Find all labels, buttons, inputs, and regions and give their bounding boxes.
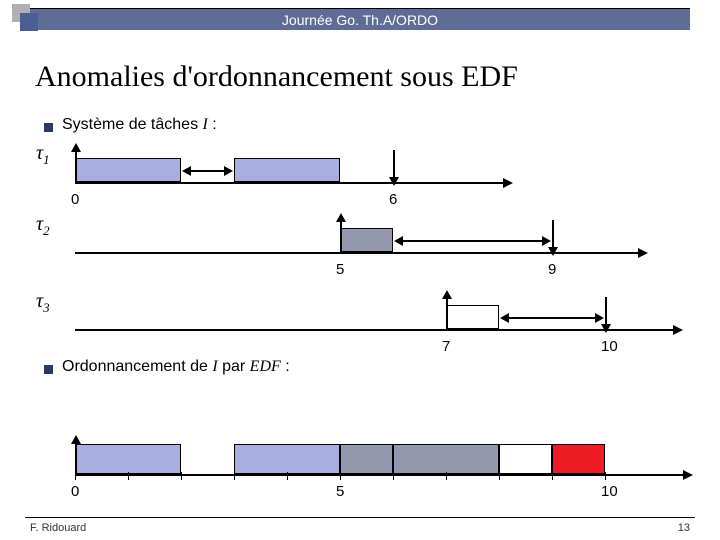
timeline-tau1: 06 [75, 148, 655, 188]
slide-title: Anomalies d'ordonnancement sous EDF [35, 60, 518, 94]
axis [75, 329, 675, 331]
task-bar [234, 444, 340, 474]
tick [128, 472, 129, 480]
header-bar: Journée Go. Th.A/ORDO [30, 8, 690, 30]
task-bar [340, 444, 393, 474]
time-label: 0 [71, 483, 79, 500]
accent-sq-blue [20, 13, 38, 31]
time-label: 0 [71, 191, 79, 208]
arrival-arrow [340, 220, 342, 254]
tick [499, 472, 500, 480]
span-arrow [401, 240, 544, 242]
deadline-arrow [552, 220, 554, 254]
bullet-2-text: Ordonnancement de I par EDF : [62, 358, 290, 376]
task-bar [340, 228, 393, 252]
tick [287, 472, 288, 480]
tau1-label: τ1 [36, 142, 50, 168]
footer-author: F. Ridouard [30, 522, 86, 534]
deadline-arrow [393, 150, 395, 184]
span-arrow [189, 170, 226, 172]
arrival-arrow [446, 297, 448, 331]
timeline-tau3: 710 [75, 295, 675, 335]
time-label: 7 [442, 338, 450, 355]
footer-page: 13 [678, 522, 690, 534]
axis [75, 182, 505, 184]
span-arrow [507, 317, 597, 319]
deadline-arrow [605, 297, 607, 331]
tick [393, 472, 394, 480]
tick [181, 472, 182, 480]
task-bar [234, 158, 340, 182]
task-bar [499, 444, 552, 474]
time-label: 5 [336, 261, 344, 278]
task-bar [75, 444, 181, 474]
bullet-2-marker [44, 365, 53, 374]
time-label: 6 [389, 191, 397, 208]
tau2-label: τ2 [36, 213, 50, 239]
arrival-arrow [75, 442, 77, 476]
timeline-tau2: 59 [75, 218, 655, 258]
task-bar [393, 444, 499, 474]
tick [340, 472, 341, 480]
tick [75, 472, 76, 480]
footer-line [25, 517, 695, 518]
time-label: 10 [601, 483, 618, 500]
task-bar [552, 444, 605, 474]
arrival-arrow [75, 150, 77, 184]
tick [552, 472, 553, 480]
bullet-1-text: Système de tâches I : [62, 116, 217, 134]
time-label: 9 [548, 261, 556, 278]
bullet-1-marker [44, 123, 53, 132]
task-bar [75, 158, 181, 182]
timeline-schedule: 0510 [75, 430, 675, 480]
time-label: 10 [601, 338, 618, 355]
tick [446, 472, 447, 480]
tick [605, 472, 606, 480]
header-title: Journée Go. Th.A/ORDO [282, 12, 438, 28]
tau3-label: τ3 [36, 290, 50, 316]
time-label: 5 [336, 483, 344, 500]
task-bar [446, 305, 499, 329]
tick [234, 472, 235, 480]
axis [75, 474, 685, 476]
